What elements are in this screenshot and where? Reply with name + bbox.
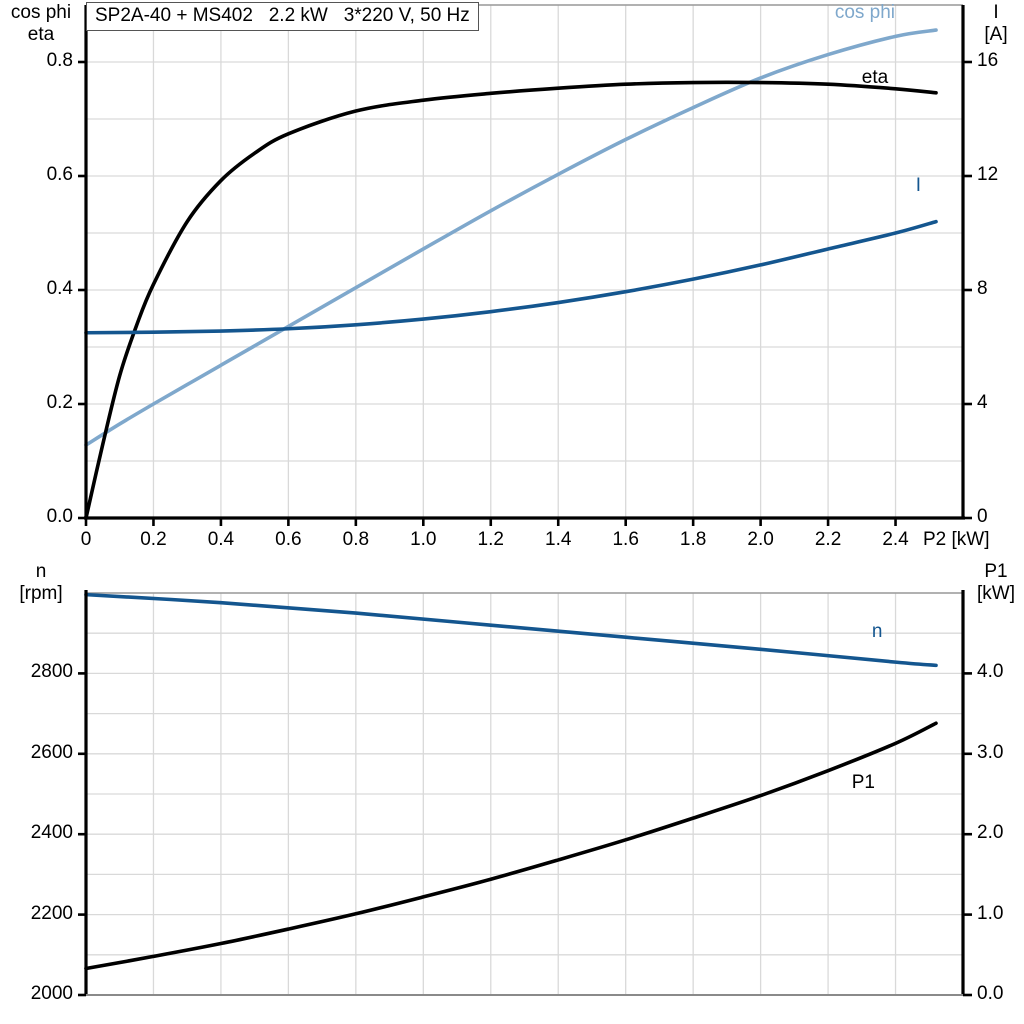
x-axis-tick-label: 2.4 [882,529,909,550]
right-axis-tick-label: 0 [977,506,988,527]
bottom-left-axis-title: n [rpm] [19,561,63,604]
x-axis-tick-label: 1.2 [477,529,504,550]
series-I [84,219,938,335]
series-P1 [84,721,938,971]
right-axis-tick-label: 4.0 [977,661,1004,683]
left-axis-tick-label: 2000 [30,983,73,1004]
x-axis-tick-label: 1.6 [612,529,639,550]
top-left-axis-title: cos phi eta [10,2,72,45]
right-axis-tick-label: 16 [977,50,999,71]
right-axis-tick-label: 3.0 [977,741,1004,763]
bottom-right-axis-title: P1 [kW] [977,561,1015,604]
curve-label-cos-phi: cos phi [834,1,896,23]
x-axis-tick-label: 0.6 [275,529,302,550]
bottom-chart-plot [78,590,972,997]
top-right-axis-title: I [A] [984,2,1008,45]
curve-label-I: I [915,175,922,197]
right-axis-tick-label: 1.0 [977,902,1004,924]
curve-label-n: n [871,621,883,643]
left-axis-tick-label: 0.6 [46,164,73,185]
left-axis-tick-label: 0.0 [46,506,73,527]
x-axis-tick-label: 1.4 [545,529,572,550]
x-axis-tick-label: 2.0 [747,529,774,550]
x-axis-tick-label: 0.4 [207,529,235,550]
curve-label-P1: P1 [851,772,875,794]
x-axis-title: P2 [kW] [922,529,990,550]
x-axis-tick-label: 0 [80,529,92,550]
x-axis-tick-label: 1.8 [679,529,707,550]
series-cos-phi [84,28,938,447]
left-axis-tick-label: 2400 [30,822,73,844]
curve-label-eta: eta [861,67,889,89]
left-axis-tick-label: 2600 [30,741,73,763]
x-axis-tick-label: 0.8 [342,529,370,550]
top-chart-panel: cos phi eta I [A] SP2A-40 + MS402 2.2 kW… [10,1,1008,550]
x-axis-tick-label: 0.2 [140,529,167,550]
x-axis-tick-label: 1.0 [410,529,437,550]
right-axis-tick-label: 0.0 [977,983,1004,1004]
left-axis-tick-label: 0.2 [46,392,73,413]
left-axis-tick-label: 2800 [30,661,73,683]
x-axis-tick-label: 2.2 [814,529,842,550]
right-axis-tick-label: 8 [977,278,988,299]
chart-title-box: SP2A-40 + MS402 2.2 kW 3*220 V, 50 Hz [86,2,479,31]
right-axis-tick-label: 4 [977,392,988,413]
series-n [84,592,938,668]
left-axis-tick-label: 0.8 [46,50,73,71]
top-chart-plot [78,4,972,526]
right-axis-tick-label: 2.0 [977,822,1004,844]
left-axis-tick-label: 2200 [30,902,73,924]
bottom-chart-panel: n [rpm] P1 [kW] 2000 2200 2400 2600 2800 0.0 1… [0,545,1024,1024]
series-eta [84,80,938,520]
left-axis-tick-label: 0.4 [46,278,73,299]
right-axis-tick-label: 12 [977,164,999,185]
